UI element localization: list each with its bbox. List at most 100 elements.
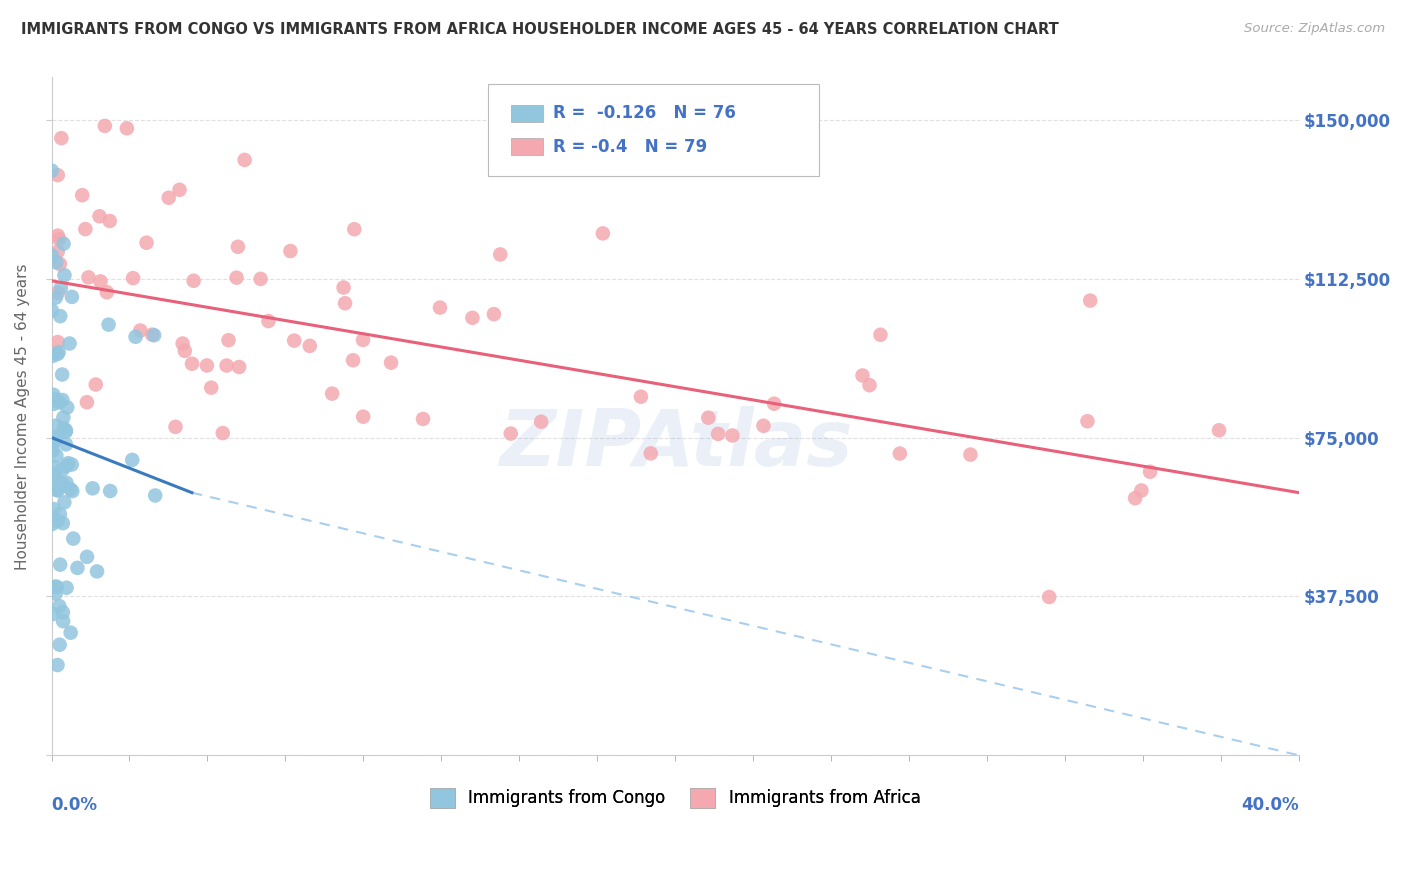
Point: [429, 301, 451, 315]
Point: [257, 314, 280, 328]
Point: [44, 392, 66, 407]
Point: [1208, 423, 1230, 437]
FancyBboxPatch shape: [488, 84, 818, 176]
Point: [51, 392, 73, 407]
Point: [48, 395, 70, 409]
Point: [94, 119, 117, 133]
Point: [42, 388, 65, 402]
Point: [343, 222, 366, 236]
Point: [1038, 590, 1060, 604]
Point: [53, 495, 76, 509]
Point: [45, 255, 67, 269]
Point: [129, 324, 152, 338]
Point: [869, 327, 891, 342]
Point: [697, 410, 720, 425]
Point: [42, 468, 65, 483]
Point: [59, 625, 82, 640]
Point: [321, 386, 343, 401]
Point: [530, 415, 553, 429]
Point: [1078, 293, 1101, 308]
Point: [181, 357, 204, 371]
Point: [42, 397, 65, 411]
Point: [333, 296, 356, 310]
Point: [56, 401, 79, 415]
Point: [195, 359, 218, 373]
Point: [76, 395, 98, 409]
Point: [640, 446, 662, 460]
Point: [183, 274, 205, 288]
Point: [215, 359, 238, 373]
Point: [44, 580, 66, 594]
Point: [49, 558, 72, 572]
Point: [52, 421, 75, 435]
Point: [1139, 465, 1161, 479]
Point: [46, 483, 69, 498]
Point: [226, 240, 249, 254]
Point: [86, 565, 108, 579]
Point: [380, 356, 402, 370]
Point: [55, 459, 77, 474]
Y-axis label: Householder Income Ages 45 - 64 years: Householder Income Ages 45 - 64 years: [15, 263, 30, 570]
Point: [52, 605, 75, 619]
Point: [41, 443, 63, 458]
Point: [53, 268, 76, 283]
Point: [218, 333, 240, 347]
Point: [172, 336, 194, 351]
Point: [141, 327, 163, 342]
Text: R =  -0.126   N = 76: R = -0.126 N = 76: [553, 104, 735, 122]
Point: [42, 349, 65, 363]
Point: [489, 247, 512, 261]
Point: [115, 121, 138, 136]
Point: [45, 586, 67, 600]
Point: [98, 483, 121, 498]
Point: [135, 235, 157, 250]
Point: [45, 580, 67, 594]
Point: [225, 270, 247, 285]
Point: [228, 359, 250, 374]
Point: [52, 410, 75, 425]
Point: [200, 381, 222, 395]
Point: [482, 307, 505, 321]
Point: [52, 236, 75, 251]
Point: [42, 459, 65, 474]
Text: Source: ZipAtlas.com: Source: ZipAtlas.com: [1244, 22, 1385, 36]
FancyBboxPatch shape: [510, 104, 543, 122]
Point: [41, 516, 63, 531]
Text: R = -0.4   N = 79: R = -0.4 N = 79: [553, 137, 707, 155]
Point: [46, 514, 69, 528]
Point: [165, 420, 187, 434]
Point: [44, 433, 66, 447]
Point: [41, 303, 63, 318]
Point: [283, 334, 305, 348]
Point: [499, 426, 522, 441]
Point: [48, 599, 70, 613]
Point: [60, 458, 83, 472]
Point: [46, 483, 69, 497]
Point: [84, 377, 107, 392]
Point: [49, 507, 72, 521]
Point: [233, 153, 256, 167]
Point: [592, 227, 614, 241]
Point: [721, 428, 744, 442]
Point: [959, 448, 981, 462]
Point: [45, 430, 67, 444]
Point: [124, 330, 146, 344]
Point: [143, 328, 166, 343]
Point: [49, 281, 72, 295]
Point: [42, 502, 65, 516]
Text: 0.0%: 0.0%: [52, 796, 97, 814]
Text: 40.0%: 40.0%: [1241, 796, 1299, 814]
Point: [45, 418, 67, 433]
Point: [211, 426, 233, 441]
Point: [332, 280, 354, 294]
Point: [46, 334, 69, 349]
Point: [45, 481, 67, 495]
Point: [46, 244, 69, 259]
Point: [60, 290, 83, 304]
Point: [48, 638, 70, 652]
Point: [1130, 483, 1153, 498]
Point: [630, 390, 652, 404]
Point: [851, 368, 873, 383]
Point: [46, 658, 69, 673]
Point: [157, 191, 180, 205]
